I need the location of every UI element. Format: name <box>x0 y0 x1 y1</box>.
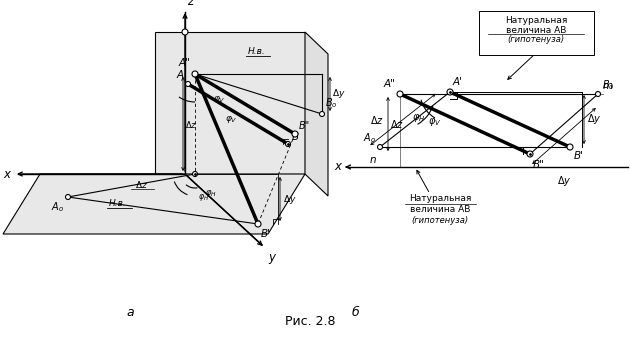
Text: $\varphi_H$: $\varphi_H$ <box>411 112 425 124</box>
Circle shape <box>255 221 261 227</box>
Text: Н.в.: Н.в. <box>109 199 127 209</box>
Text: величина АВ: величина АВ <box>410 205 470 214</box>
Text: $\Delta y$: $\Delta y$ <box>557 174 571 188</box>
Text: величина АВ: величина АВ <box>506 26 566 35</box>
Text: x: x <box>3 168 10 181</box>
Circle shape <box>192 71 198 77</box>
Text: $B_o$: $B_o$ <box>325 96 338 110</box>
Text: (гипотенуза): (гипотенуза) <box>507 35 564 44</box>
Text: Натуральная: Натуральная <box>409 194 471 203</box>
Circle shape <box>66 195 71 199</box>
Text: B': B' <box>574 151 584 161</box>
Circle shape <box>319 111 324 117</box>
Polygon shape <box>155 32 305 174</box>
Polygon shape <box>3 174 305 234</box>
Polygon shape <box>305 32 328 196</box>
Circle shape <box>377 145 382 149</box>
Text: z: z <box>187 0 193 8</box>
Text: $\Delta z$: $\Delta z$ <box>185 118 197 130</box>
Circle shape <box>527 151 533 157</box>
Text: Н.в.: Н.в. <box>248 48 266 56</box>
Circle shape <box>285 142 290 146</box>
Text: A": A" <box>383 79 395 89</box>
Text: x: x <box>334 160 341 173</box>
Text: A: A <box>177 70 184 80</box>
Text: $B_o$: $B_o$ <box>602 78 614 92</box>
Text: $\Delta z$: $\Delta z$ <box>390 118 404 130</box>
Text: а: а <box>126 305 134 318</box>
Text: n: n <box>369 155 376 165</box>
Circle shape <box>595 92 600 96</box>
Text: $\Delta z$: $\Delta z$ <box>135 180 149 190</box>
Text: $\Delta z$: $\Delta z$ <box>370 114 384 126</box>
Text: B": B" <box>299 121 310 131</box>
Circle shape <box>447 89 453 95</box>
Text: $\Delta y$: $\Delta y$ <box>283 193 297 206</box>
FancyBboxPatch shape <box>479 11 593 54</box>
Text: m: m <box>603 81 613 91</box>
Circle shape <box>567 144 573 150</box>
Text: $\varphi_V$: $\varphi_V$ <box>225 114 238 125</box>
Circle shape <box>397 91 403 97</box>
Text: $\varphi_H$: $\varphi_H$ <box>205 188 217 199</box>
Text: A": A" <box>178 58 190 68</box>
Text: $\varphi_V$: $\varphi_V$ <box>213 94 226 105</box>
Text: y: y <box>268 251 275 264</box>
Text: $A_o$: $A_o$ <box>363 131 376 145</box>
Text: $\varphi_H$: $\varphi_H$ <box>198 192 209 203</box>
Text: B": B" <box>533 160 545 170</box>
Text: Рис. 2.8: Рис. 2.8 <box>285 315 335 328</box>
Text: B: B <box>292 132 299 142</box>
Text: (гипотенуза): (гипотенуза) <box>411 216 469 225</box>
Circle shape <box>292 131 298 137</box>
Text: $A_o$: $A_o$ <box>51 200 64 214</box>
Text: б: б <box>351 305 359 318</box>
Circle shape <box>185 81 190 87</box>
Text: $\varphi_V$: $\varphi_V$ <box>428 116 442 128</box>
Circle shape <box>182 29 188 35</box>
Text: $\Delta y$: $\Delta y$ <box>332 88 346 101</box>
Text: A': A' <box>453 77 463 87</box>
Circle shape <box>193 171 197 176</box>
Text: B': B' <box>261 229 271 239</box>
Text: Натуральная: Натуральная <box>505 16 567 25</box>
Text: $\Delta y$: $\Delta y$ <box>587 113 602 127</box>
